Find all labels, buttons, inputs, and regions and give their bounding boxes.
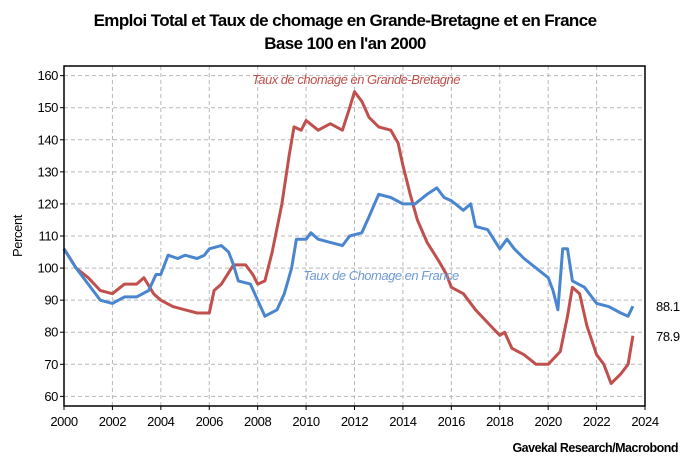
- x-tick-label: 2004: [147, 414, 174, 429]
- x-axis: 2000 2002 2004 2006 2008 2010 2012 2014 2016 2018…: [50, 406, 659, 429]
- y-axis: 60 70 80 90 100 110 120 130 140 150 160: [38, 68, 64, 404]
- x-tick-label: 2002: [99, 414, 126, 429]
- x-tick-label: 2008: [244, 414, 271, 429]
- plot-frame: [63, 65, 646, 407]
- y-tick-label: 90: [44, 293, 58, 308]
- y-tick-label: 130: [38, 164, 59, 179]
- gridlines: [64, 66, 645, 406]
- series-lines: [62, 90, 635, 385]
- x-tick-label: 2006: [196, 414, 223, 429]
- annotation-france: Taux de Chomage en France: [303, 268, 459, 283]
- y-tick-label: 70: [44, 357, 58, 372]
- series-line-france: [62, 186, 635, 318]
- y-tick-label: 80: [44, 325, 58, 340]
- x-tick-label: 2020: [535, 414, 562, 429]
- annotation-uk: Taux de chomage en Grande-Bretagne: [252, 72, 460, 87]
- y-tick-label: 120: [38, 196, 59, 211]
- y-tick-label: 150: [38, 100, 59, 115]
- x-tick-label: 2016: [438, 414, 465, 429]
- y-tick-label: 160: [38, 68, 59, 83]
- series-line-uk: [62, 90, 635, 385]
- y-axis-label: Percent: [10, 214, 25, 257]
- x-tick-label: 2012: [341, 414, 368, 429]
- y-tick-label: 100: [38, 261, 59, 276]
- last-value-france: 88.1: [656, 299, 680, 314]
- y-tick-label: 60: [44, 389, 58, 404]
- x-tick-label: 2000: [50, 414, 77, 429]
- y-tick-label: 110: [38, 229, 58, 244]
- x-tick-label: 2010: [292, 414, 319, 429]
- x-tick-label: 2014: [389, 414, 416, 429]
- chart-title: Emploi Total et Taux de chomage en Grand…: [94, 11, 597, 30]
- last-value-uk: 78.9: [656, 329, 680, 344]
- x-tick-label: 2018: [486, 414, 513, 429]
- y-tick-label: 140: [38, 132, 59, 147]
- x-tick-label: 2024: [631, 414, 658, 429]
- source-note: Gavekal Research/Macrobond: [512, 441, 678, 455]
- x-tick-label: 2022: [583, 414, 610, 429]
- chart-subtitle: Base 100 en l'an 2000: [264, 34, 426, 53]
